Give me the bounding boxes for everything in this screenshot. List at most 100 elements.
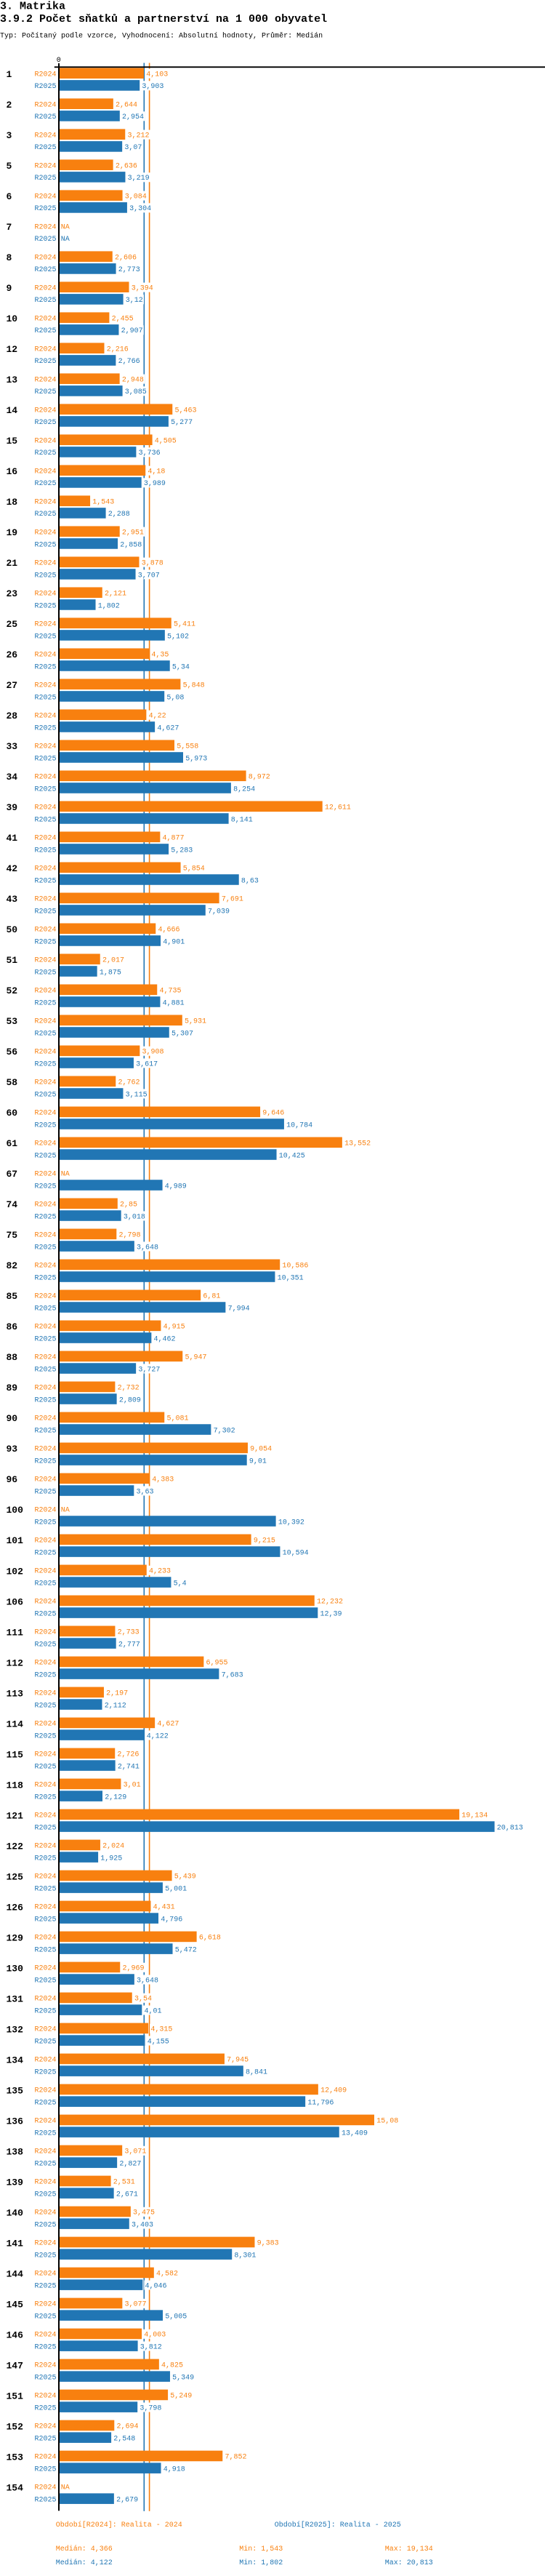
- svg-text:5,558: 5,558: [177, 743, 198, 751]
- svg-text:R2024: R2024: [35, 1385, 57, 1393]
- svg-text:R2024: R2024: [35, 2240, 57, 2248]
- svg-text:2,129: 2,129: [105, 1793, 126, 1801]
- svg-text:12,232: 12,232: [317, 1599, 343, 1607]
- svg-text:R2024: R2024: [35, 1171, 57, 1179]
- svg-text:R2025: R2025: [35, 1335, 57, 1343]
- svg-text:2: 2: [7, 100, 12, 111]
- svg-text:R2024: R2024: [35, 285, 57, 293]
- svg-text:3,475: 3,475: [133, 2209, 155, 2217]
- svg-text:88: 88: [7, 1352, 18, 1363]
- svg-text:R2024: R2024: [35, 468, 57, 476]
- svg-text:R2025: R2025: [35, 1580, 57, 1588]
- svg-text:3,115: 3,115: [126, 1091, 148, 1099]
- svg-text:4,18: 4,18: [148, 468, 165, 476]
- svg-text:R2025: R2025: [35, 511, 57, 519]
- svg-text:R2025: R2025: [35, 785, 57, 793]
- svg-text:3,085: 3,085: [125, 388, 147, 396]
- svg-text:12,611: 12,611: [325, 804, 351, 812]
- svg-text:R2025: R2025: [35, 1060, 57, 1068]
- svg-text:5,307: 5,307: [171, 1030, 193, 1038]
- svg-text:R2024: R2024: [35, 1843, 57, 1851]
- svg-text:50: 50: [7, 924, 18, 935]
- svg-text:R2024: R2024: [35, 1690, 57, 1698]
- svg-text:125: 125: [7, 1871, 24, 1882]
- svg-text:R2024: R2024: [35, 591, 57, 599]
- svg-text:R2025: R2025: [35, 1916, 57, 1924]
- svg-text:4,666: 4,666: [158, 927, 179, 935]
- svg-text:R2024: R2024: [35, 1415, 57, 1423]
- svg-text:3,394: 3,394: [132, 285, 153, 293]
- svg-text:R2025: R2025: [35, 2404, 57, 2412]
- svg-text:3,617: 3,617: [136, 1060, 158, 1068]
- svg-text:5,947: 5,947: [185, 1354, 206, 1362]
- svg-text:139: 139: [7, 2177, 24, 2188]
- svg-text:5,277: 5,277: [171, 419, 193, 427]
- svg-text:7,683: 7,683: [222, 1671, 243, 1679]
- svg-text:R2025: R2025: [35, 1274, 57, 1282]
- svg-text:R2025: R2025: [35, 1610, 57, 1618]
- svg-text:2,455: 2,455: [112, 316, 134, 324]
- svg-text:R2024: R2024: [35, 2271, 57, 2279]
- svg-text:4,881: 4,881: [163, 999, 185, 1007]
- svg-text:2,951: 2,951: [122, 529, 144, 537]
- svg-text:144: 144: [7, 2268, 24, 2279]
- svg-text:R2025: R2025: [35, 2282, 57, 2290]
- svg-text:10,392: 10,392: [278, 1519, 304, 1527]
- svg-text:R2025: R2025: [35, 1427, 57, 1435]
- svg-text:R2025: R2025: [35, 1519, 57, 1527]
- svg-text:R2024: R2024: [35, 1049, 57, 1057]
- svg-text:R2024: R2024: [35, 1660, 57, 1668]
- svg-text:3,736: 3,736: [139, 449, 161, 457]
- svg-text:R2025: R2025: [35, 205, 57, 213]
- svg-text:3. Matrika: 3. Matrika: [0, 1, 65, 13]
- svg-text:3,219: 3,219: [128, 175, 150, 183]
- svg-text:R2025: R2025: [35, 602, 57, 610]
- svg-text:138: 138: [7, 2146, 24, 2157]
- svg-text:R2025: R2025: [35, 2191, 57, 2199]
- svg-text:R2024: R2024: [35, 1201, 57, 1209]
- svg-text:R2024: R2024: [35, 804, 57, 812]
- svg-text:5,349: 5,349: [172, 2374, 194, 2382]
- svg-text:19,134: 19,134: [461, 1812, 488, 1820]
- svg-text:R2024: R2024: [35, 2026, 57, 2034]
- svg-text:R2024: R2024: [35, 102, 57, 110]
- svg-text:5,34: 5,34: [172, 663, 190, 671]
- svg-text:5,411: 5,411: [174, 621, 195, 629]
- svg-text:27: 27: [7, 680, 18, 691]
- svg-text:Období[R2025]: Realita - 2025: Období[R2025]: Realita - 2025: [275, 2521, 401, 2529]
- svg-text:NA: NA: [61, 1171, 70, 1179]
- svg-text:R2025: R2025: [35, 663, 57, 671]
- svg-text:R2024: R2024: [35, 2179, 57, 2187]
- svg-text:5,249: 5,249: [170, 2393, 192, 2401]
- svg-text:4,877: 4,877: [163, 835, 185, 843]
- svg-text:20,813: 20,813: [497, 1824, 523, 1832]
- svg-text:R2024: R2024: [35, 255, 57, 263]
- svg-text:R2025: R2025: [35, 236, 57, 244]
- svg-text:R2024: R2024: [35, 927, 57, 935]
- svg-text:R2025: R2025: [35, 358, 57, 366]
- svg-text:93: 93: [7, 1444, 18, 1455]
- svg-text:R2025: R2025: [35, 1396, 57, 1404]
- svg-text:Medián: 4,366: Medián: 4,366: [56, 2545, 113, 2553]
- svg-text:4,046: 4,046: [145, 2282, 167, 2290]
- svg-text:10,594: 10,594: [283, 1549, 309, 1557]
- svg-text:Období[R2024]: Realita - 2024: Období[R2024]: Realita - 2024: [56, 2521, 182, 2529]
- svg-text:R2024: R2024: [35, 2301, 57, 2309]
- svg-text:8,63: 8,63: [241, 877, 259, 885]
- svg-text:145: 145: [7, 2299, 24, 2310]
- svg-text:R2024: R2024: [35, 2087, 57, 2095]
- svg-text:33: 33: [7, 741, 18, 752]
- svg-text:1,875: 1,875: [100, 969, 121, 977]
- svg-text:2,531: 2,531: [113, 2179, 135, 2187]
- svg-text:4,735: 4,735: [159, 988, 181, 996]
- svg-text:4,01: 4,01: [145, 2007, 162, 2015]
- svg-text:129: 129: [7, 1932, 24, 1943]
- svg-text:3,12: 3,12: [126, 297, 143, 305]
- svg-text:R2025: R2025: [35, 1977, 57, 1985]
- svg-text:89: 89: [7, 1383, 18, 1393]
- svg-text:Max: 20,813: Max: 20,813: [385, 2559, 433, 2567]
- svg-text:R2024: R2024: [35, 1782, 57, 1790]
- svg-text:85: 85: [7, 1291, 18, 1302]
- svg-text:R2024: R2024: [35, 835, 57, 843]
- svg-text:R2025: R2025: [35, 2343, 57, 2351]
